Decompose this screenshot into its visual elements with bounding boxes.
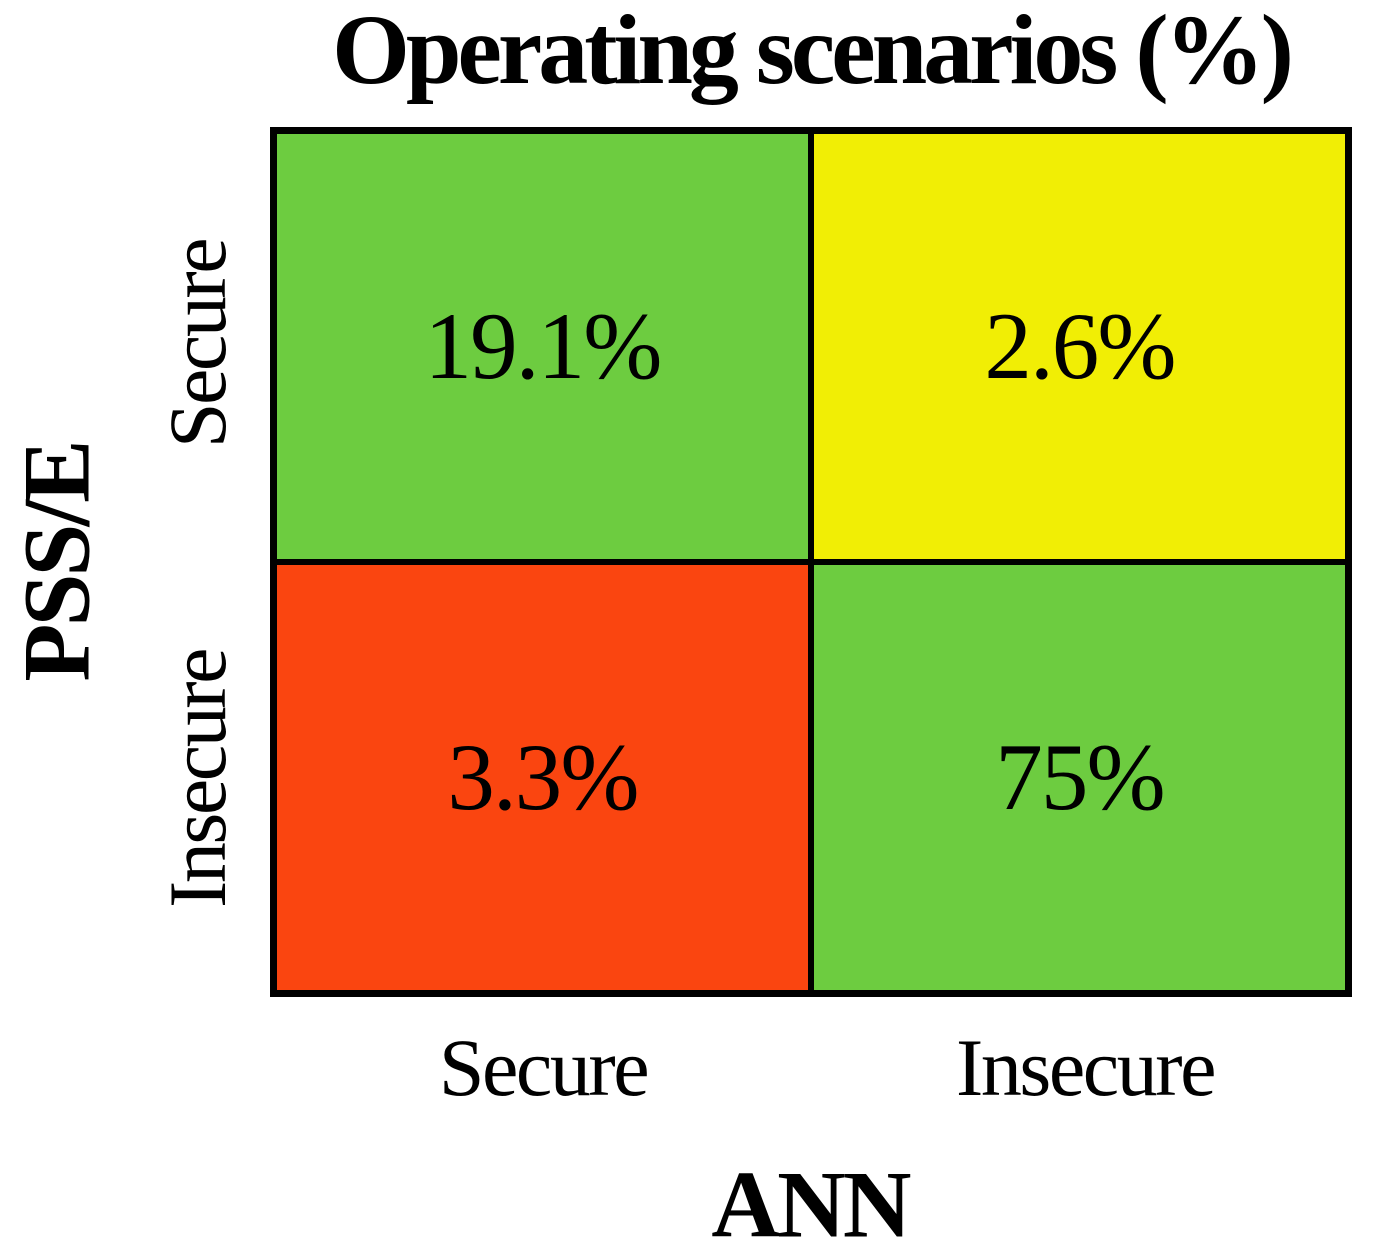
matrix-grid: 19.1% 2.6% 3.3% 75% [270,127,1352,997]
chart-title: Operating scenarios (%) [332,0,1294,105]
x-tick-label-insecure: Insecure [955,1022,1216,1113]
y-tick-label-secure: Secure [152,239,243,449]
cell-secure-secure: 19.1% [277,134,808,559]
cell-insecure-secure: 3.3% [277,565,808,990]
x-tick-label-secure: Secure [438,1022,650,1113]
cell-secure-insecure: 2.6% [814,134,1345,559]
cell-insecure-insecure: 75% [814,565,1345,990]
y-axis-title: PSS/E [3,442,110,682]
y-tick-label-insecure: Insecure [152,649,243,909]
x-axis-title: ANN [711,1151,911,1258]
